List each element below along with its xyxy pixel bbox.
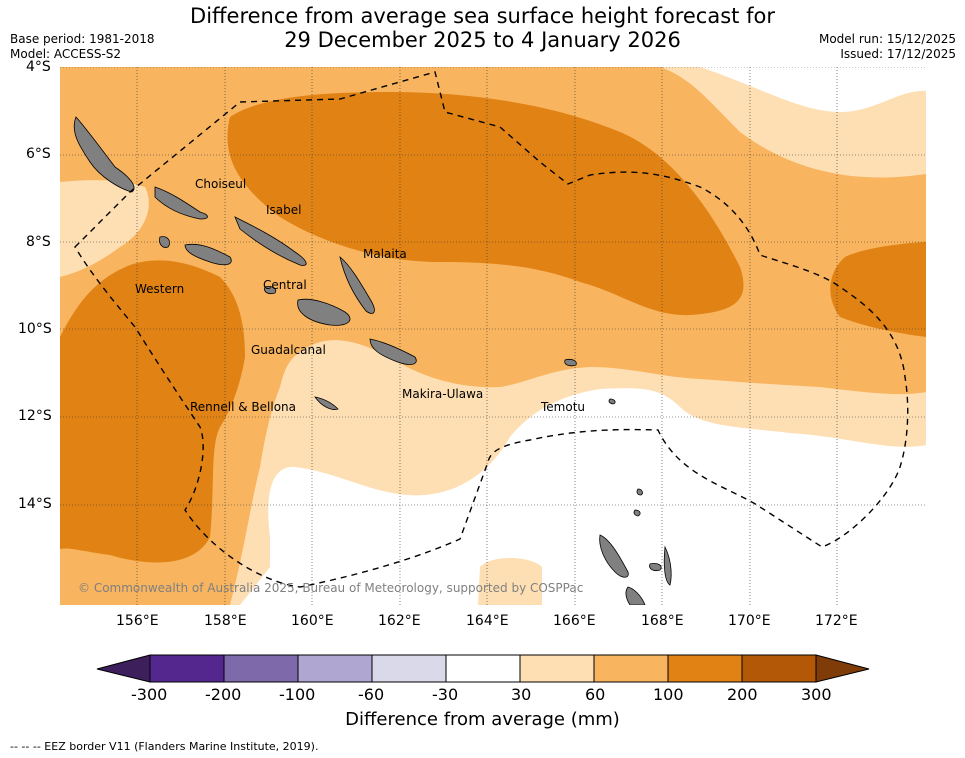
band-100-200-west (60, 260, 245, 563)
island-torres (636, 488, 643, 496)
cb-tick-100: 100 (653, 685, 684, 704)
lon-label-158e: 158°E (204, 613, 247, 629)
island-choiseul (154, 186, 208, 220)
place-western: Western (135, 282, 184, 296)
base-period: Base period: 1981-2018 (10, 32, 155, 46)
island-new-georgia (184, 243, 232, 266)
island-rennell (314, 396, 339, 410)
band-100-200-east (830, 242, 926, 337)
cb-tick-neg30: -30 (432, 685, 459, 704)
island-banks (633, 509, 641, 517)
title-line-1: Difference from average sea surface heig… (190, 4, 775, 28)
lat-label-12s: 12°S (18, 408, 52, 424)
colorbar-extend-low (96, 654, 151, 683)
run-info: Model run: 15/12/2025 Issued: 17/12/2025 (819, 32, 956, 62)
place-temotu: Temotu (540, 400, 585, 414)
island-maewo (663, 545, 672, 586)
colorbar-seg-4 (371, 654, 447, 683)
copyright-notice: © Commonwealth of Australia 2025, Bureau… (78, 581, 583, 595)
lon-label-168e: 168°E (641, 613, 684, 629)
lat-label-6s: 6°S (26, 146, 51, 162)
island-vella (159, 236, 170, 248)
island-espiritu-santo (599, 534, 629, 578)
colorbar-seg-9 (741, 654, 817, 683)
cb-tick-30: 30 (511, 685, 532, 704)
colorbar-seg-5 (445, 654, 521, 683)
cb-tick-neg200: -200 (205, 685, 242, 704)
band-30-60-west (60, 180, 149, 277)
lon-label-172e: 172°E (815, 613, 858, 629)
lon-label-156e: 156°E (116, 613, 159, 629)
island-nggela (264, 286, 277, 295)
lon-label-162e: 162°E (378, 613, 421, 629)
cb-tick-neg300: -300 (131, 685, 168, 704)
colorbar-seg-3 (297, 654, 373, 683)
place-choiseul: Choiseul (195, 177, 246, 191)
island-guadalcanal (297, 298, 351, 326)
colorbar-seg-7 (593, 654, 669, 683)
place-rennell-bellona: Rennell & Bellona (190, 400, 296, 414)
band-30-60-south (478, 558, 542, 605)
graticule (60, 66, 926, 605)
cb-tick-300: 300 (801, 685, 832, 704)
island-bougainville (73, 116, 135, 193)
model-name: Model: ACCESS-S2 (10, 47, 122, 61)
lat-label-10s: 10°S (18, 321, 52, 337)
lon-label-166e: 166°E (553, 613, 596, 629)
sea-height-map: Choiseul Isabel Malaita Western Central … (60, 66, 926, 606)
colorbar-seg-1 (149, 654, 225, 683)
island-santa-cruz (564, 358, 577, 367)
cb-tick-neg60: -60 (358, 685, 385, 704)
place-isabel: Isabel (266, 203, 301, 217)
island-makira (369, 338, 417, 365)
lon-label-164e: 164°E (466, 613, 509, 629)
colorbar-seg-2 (223, 654, 299, 683)
island-vanikoro (608, 398, 616, 405)
title-line-2: 29 December 2025 to 4 January 2026 (284, 28, 681, 52)
place-central: Central (263, 278, 307, 292)
place-guadalcanal: Guadalcanal (251, 343, 326, 357)
map-panel: Choiseul Isabel Malaita Western Central … (60, 66, 926, 606)
island-pentecost (649, 563, 662, 572)
model-run: Model run: 15/12/2025 (818, 32, 956, 46)
island-malakula (625, 586, 646, 606)
lat-label-14s: 14°S (18, 496, 52, 512)
band-100-200-north (227, 92, 744, 316)
chart-title: Difference from average sea surface heig… (0, 4, 965, 52)
island-malaita (339, 255, 375, 314)
lon-label-170e: 170°E (728, 613, 771, 629)
colorbar-extend-high (815, 654, 870, 683)
base-info: Base period: 1981-2018 Model: ACCESS-S2 (10, 32, 155, 62)
land (73, 116, 672, 606)
issued-date: Issued: 17/12/2025 (840, 47, 956, 61)
lat-label-8s: 8°S (26, 234, 51, 250)
cb-tick-200: 200 (727, 685, 758, 704)
colorbar (96, 654, 870, 683)
cb-tick-60: 60 (585, 685, 606, 704)
lon-label-160e: 160°E (291, 613, 334, 629)
island-isabel (234, 216, 307, 266)
lat-label-4s: 4°S (26, 59, 51, 75)
cb-tick-neg100: -100 (279, 685, 316, 704)
eez-legend: -- -- -- EEZ border V11 (Flanders Marine… (10, 740, 319, 753)
eez-border (74, 71, 909, 588)
colorbar-seg-6 (519, 654, 595, 683)
colorbar-title: Difference from average (mm) (345, 709, 620, 730)
colorbar-seg-8 (667, 654, 743, 683)
place-makira-ulawa: Makira-Ulawa (402, 387, 483, 401)
place-malaita: Malaita (363, 247, 407, 261)
